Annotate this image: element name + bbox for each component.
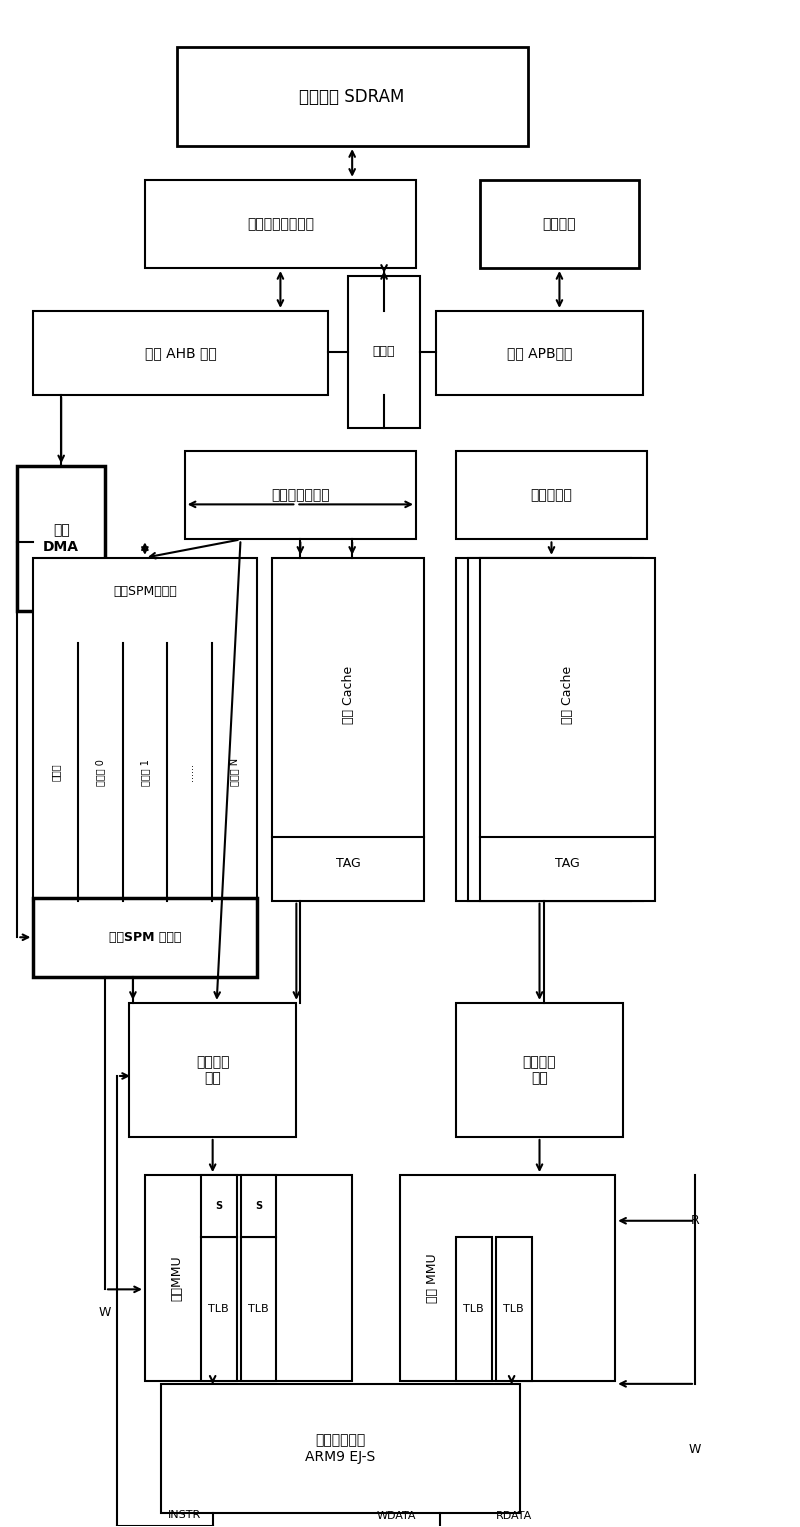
Text: 外部共享 SDRAM: 外部共享 SDRAM — [299, 87, 405, 105]
FancyBboxPatch shape — [145, 1176, 352, 1380]
Text: ......: ...... — [185, 764, 194, 782]
Text: 外程内存总线接口: 外程内存总线接口 — [247, 217, 314, 231]
Text: W: W — [689, 1443, 701, 1455]
FancyBboxPatch shape — [456, 1237, 492, 1380]
Text: R: R — [690, 1214, 699, 1228]
FancyBboxPatch shape — [241, 1237, 277, 1380]
Text: 专用
DMA: 专用 DMA — [43, 524, 79, 554]
Text: TLB: TLB — [208, 1304, 229, 1313]
FancyBboxPatch shape — [201, 1176, 237, 1237]
FancyBboxPatch shape — [436, 312, 643, 394]
Text: INSTR: INSTR — [168, 1510, 202, 1519]
Text: 指令MMU: 指令MMU — [170, 1255, 183, 1301]
FancyBboxPatch shape — [18, 466, 105, 611]
Text: 内存接口控制器: 内存接口控制器 — [271, 489, 330, 502]
FancyBboxPatch shape — [241, 1176, 277, 1237]
FancyBboxPatch shape — [34, 557, 257, 901]
FancyBboxPatch shape — [201, 1237, 237, 1380]
Text: 指令部分
路由: 指令部分 路由 — [196, 1055, 230, 1086]
FancyBboxPatch shape — [34, 312, 328, 394]
Text: RDATA: RDATA — [496, 1512, 532, 1521]
FancyBboxPatch shape — [456, 1003, 623, 1138]
FancyBboxPatch shape — [480, 557, 655, 901]
FancyBboxPatch shape — [273, 557, 424, 901]
Text: 虚存页 0: 虚存页 0 — [95, 759, 106, 785]
Text: 虚存页 1: 虚存页 1 — [140, 759, 150, 785]
Text: 指令 Cache: 指令 Cache — [342, 666, 354, 724]
Text: S: S — [255, 1200, 262, 1211]
Text: 数据 MMU: 数据 MMU — [426, 1254, 438, 1303]
Text: TAG: TAG — [336, 857, 361, 870]
Text: 闪存储器: 闪存储器 — [542, 217, 576, 231]
Text: 指令SPM存储器: 指令SPM存储器 — [113, 585, 177, 599]
FancyBboxPatch shape — [161, 1383, 519, 1513]
FancyBboxPatch shape — [348, 276, 420, 428]
Text: 指令SPM 控制器: 指令SPM 控制器 — [109, 931, 181, 944]
FancyBboxPatch shape — [468, 557, 643, 901]
Text: W: W — [99, 1306, 111, 1319]
FancyBboxPatch shape — [177, 47, 527, 147]
Text: 扩展 AHB 总线: 扩展 AHB 总线 — [145, 345, 217, 360]
Text: TLB: TLB — [503, 1304, 524, 1313]
Text: 外设 APB总线: 外设 APB总线 — [507, 345, 572, 360]
Text: 微处理器内核
ARM9 EJ-S: 微处理器内核 ARM9 EJ-S — [305, 1434, 375, 1464]
FancyBboxPatch shape — [496, 1237, 531, 1380]
Text: 存储器: 存储器 — [50, 764, 61, 780]
Text: 中断控制器: 中断控制器 — [530, 489, 573, 502]
Text: 数据部分
路由: 数据部分 路由 — [522, 1055, 556, 1086]
Text: 数据 Cache: 数据 Cache — [561, 666, 574, 724]
Text: TAG: TAG — [555, 857, 580, 870]
FancyBboxPatch shape — [34, 898, 257, 977]
Text: TLB: TLB — [248, 1304, 269, 1313]
FancyBboxPatch shape — [456, 450, 647, 539]
Text: WDATA: WDATA — [377, 1512, 416, 1521]
FancyBboxPatch shape — [456, 557, 631, 901]
FancyBboxPatch shape — [185, 450, 416, 539]
Text: 虚存页 N: 虚存页 N — [229, 757, 239, 786]
Text: 总线桥: 总线桥 — [373, 345, 395, 359]
FancyBboxPatch shape — [145, 180, 416, 269]
FancyBboxPatch shape — [129, 1003, 296, 1138]
FancyBboxPatch shape — [400, 1176, 615, 1380]
Text: TLB: TLB — [463, 1304, 484, 1313]
FancyBboxPatch shape — [480, 180, 639, 269]
Text: S: S — [215, 1200, 222, 1211]
